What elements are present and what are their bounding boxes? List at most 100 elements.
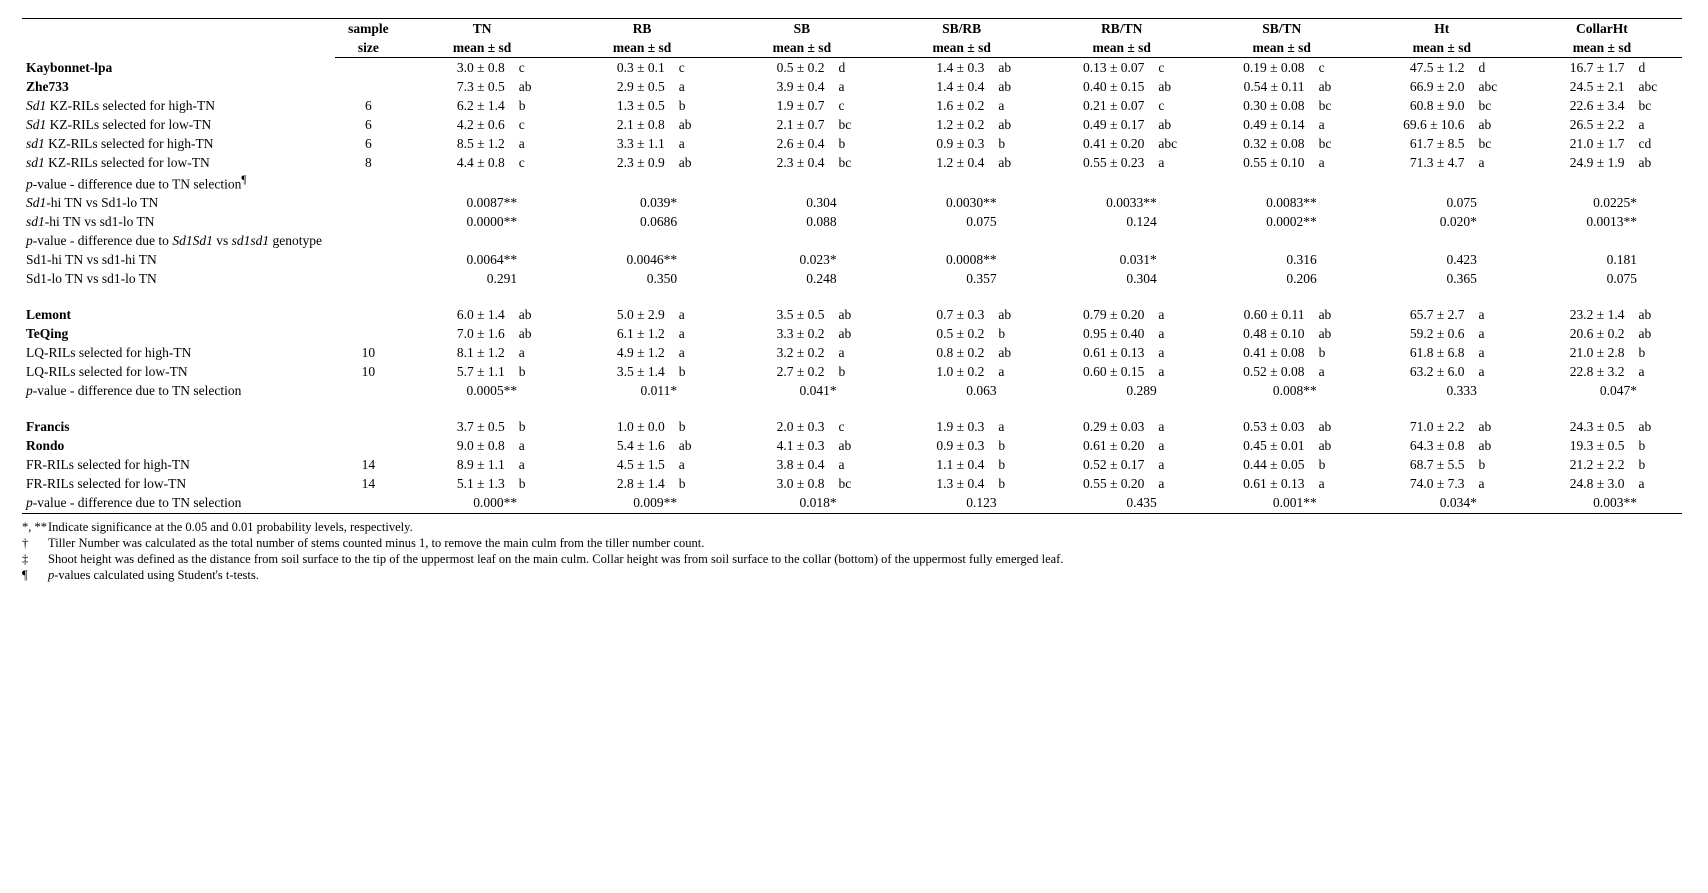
sample-size	[335, 494, 402, 514]
sub-TN: mean ± sd	[402, 38, 562, 58]
sample-size	[335, 251, 402, 270]
value-cell: 4.2 ± 0.6	[402, 115, 509, 134]
pvalue-cell: 0.435	[1042, 494, 1202, 514]
letter-cell: b	[669, 475, 722, 494]
table-row	[22, 401, 1682, 418]
value-cell: 0.41 ± 0.08	[1202, 344, 1309, 363]
row-label: Sd1-hi TN vs sd1-hi TN	[22, 251, 335, 270]
col-TN: TN	[402, 19, 562, 39]
table-row: Sd1-lo TN vs sd1-lo TN0.2910.3500.2480.3…	[22, 270, 1682, 289]
value-cell: 0.61 ± 0.20	[1042, 437, 1149, 456]
value-cell: 59.2 ± 0.6	[1362, 325, 1469, 344]
row-label: Francis	[22, 418, 335, 437]
value-cell: 8.9 ± 1.1	[402, 456, 509, 475]
value-cell: 64.3 ± 0.8	[1362, 437, 1469, 456]
pvalue-cell: 0.0033**	[1042, 194, 1202, 213]
letter-cell: b	[669, 418, 722, 437]
letter-cell: ab	[1469, 115, 1522, 134]
value-cell: 16.7 ± 1.7	[1522, 58, 1629, 78]
row-label: TeQing	[22, 325, 335, 344]
value-cell: 19.3 ± 0.5	[1522, 437, 1629, 456]
value-cell: 1.0 ± 0.2	[882, 363, 989, 382]
value-cell: 5.0 ± 2.9	[562, 306, 669, 325]
letter-cell: a	[1309, 475, 1362, 494]
sample-size	[335, 194, 402, 213]
value-cell: 0.55 ± 0.20	[1042, 475, 1149, 494]
table-row: FR-RILs selected for low-TN145.1 ± 1.3b2…	[22, 475, 1682, 494]
value-cell: 2.3 ± 0.9	[562, 153, 669, 172]
value-cell: 22.8 ± 3.2	[1522, 363, 1629, 382]
letter-cell: ab	[669, 153, 722, 172]
row-label: Sd1 KZ-RILs selected for low-TN	[22, 115, 335, 134]
letter-cell: a	[1628, 115, 1682, 134]
value-cell: 4.1 ± 0.3	[722, 437, 828, 456]
value-cell: 3.5 ± 0.5	[722, 306, 828, 325]
letter-cell: ab	[988, 306, 1041, 325]
table-row: sd1 KZ-RILs selected for low-TN84.4 ± 0.…	[22, 153, 1682, 172]
letter-cell: a	[1148, 475, 1201, 494]
letter-cell: b	[1628, 344, 1682, 363]
letter-cell: ab	[509, 325, 562, 344]
letter-cell: c	[509, 58, 562, 78]
row-label: Rondo	[22, 437, 335, 456]
sub-Ht: mean ± sd	[1362, 38, 1522, 58]
value-cell: 0.30 ± 0.08	[1202, 96, 1309, 115]
sample-size	[335, 58, 402, 78]
row-label: FR-RILs selected for high-TN	[22, 456, 335, 475]
sample-size	[335, 418, 402, 437]
pvalue-cell: 0.020*	[1362, 213, 1522, 232]
pvalue-cell: 0.008**	[1202, 382, 1362, 401]
value-cell: 21.0 ± 2.8	[1522, 344, 1629, 363]
pvalue-cell: 0.034*	[1362, 494, 1522, 514]
sample-size: 8	[335, 153, 402, 172]
value-cell: 1.9 ± 0.3	[882, 418, 989, 437]
letter-cell: b	[1309, 344, 1362, 363]
letter-cell: ab	[1628, 153, 1682, 172]
table-row: LQ-RILs selected for low-TN105.7 ± 1.1b3…	[22, 363, 1682, 382]
letter-cell: ab	[669, 115, 722, 134]
col-SBRB: SB/RB	[882, 19, 1042, 39]
sub-SBTN: mean ± sd	[1202, 38, 1362, 58]
sub-SB: mean ± sd	[722, 38, 882, 58]
value-cell: 0.55 ± 0.23	[1042, 153, 1149, 172]
letter-cell: ab	[1309, 306, 1362, 325]
value-cell: 2.8 ± 1.4	[562, 475, 669, 494]
value-cell: 3.7 ± 0.5	[402, 418, 509, 437]
value-cell: 1.3 ± 0.4	[882, 475, 989, 494]
letter-cell: b	[988, 456, 1041, 475]
pvalue-cell: 0.357	[882, 270, 1042, 289]
letter-cell: ab	[1628, 325, 1682, 344]
letter-cell: b	[669, 363, 722, 382]
value-cell: 60.8 ± 9.0	[1362, 96, 1469, 115]
pvalue-cell: 0.0686	[562, 213, 722, 232]
letter-cell: b	[828, 134, 881, 153]
pvalue-cell: 0.0225*	[1522, 194, 1682, 213]
pvalue-cell: 0.047*	[1522, 382, 1682, 401]
letter-cell: bc	[1628, 96, 1682, 115]
letter-cell: c	[1309, 58, 1362, 78]
value-cell: 0.5 ± 0.2	[882, 325, 989, 344]
letter-cell: a	[1628, 475, 1682, 494]
value-cell: 3.9 ± 0.4	[722, 77, 828, 96]
letter-cell: a	[509, 456, 562, 475]
pvalue-cell: 0.248	[722, 270, 882, 289]
value-cell: 1.2 ± 0.4	[882, 153, 989, 172]
letter-cell: c	[1148, 96, 1201, 115]
pvalue-cell: 0.003**	[1522, 494, 1682, 514]
letter-cell: a	[1148, 363, 1201, 382]
letter-cell: b	[1469, 456, 1522, 475]
pvalue-cell: 0.289	[1042, 382, 1202, 401]
row-label: LQ-RILs selected for low-TN	[22, 363, 335, 382]
value-cell: 0.61 ± 0.13	[1202, 475, 1309, 494]
pvalue-cell: 0.181	[1522, 251, 1682, 270]
letter-cell: a	[988, 96, 1041, 115]
value-cell: 7.3 ± 0.5	[402, 77, 509, 96]
pvalue-cell: 0.009**	[562, 494, 722, 514]
pvalue-cell: 0.304	[722, 194, 882, 213]
value-cell: 65.7 ± 2.7	[1362, 306, 1469, 325]
table-row: Kaybonnet-lpa3.0 ± 0.8c0.3 ± 0.1c0.5 ± 0…	[22, 58, 1682, 78]
letter-cell: a	[1148, 153, 1201, 172]
letter-cell: a	[1469, 475, 1522, 494]
pvalue-cell: 0.063	[882, 382, 1042, 401]
footnote: ‡Shoot height was defined as the distanc…	[22, 552, 1682, 567]
